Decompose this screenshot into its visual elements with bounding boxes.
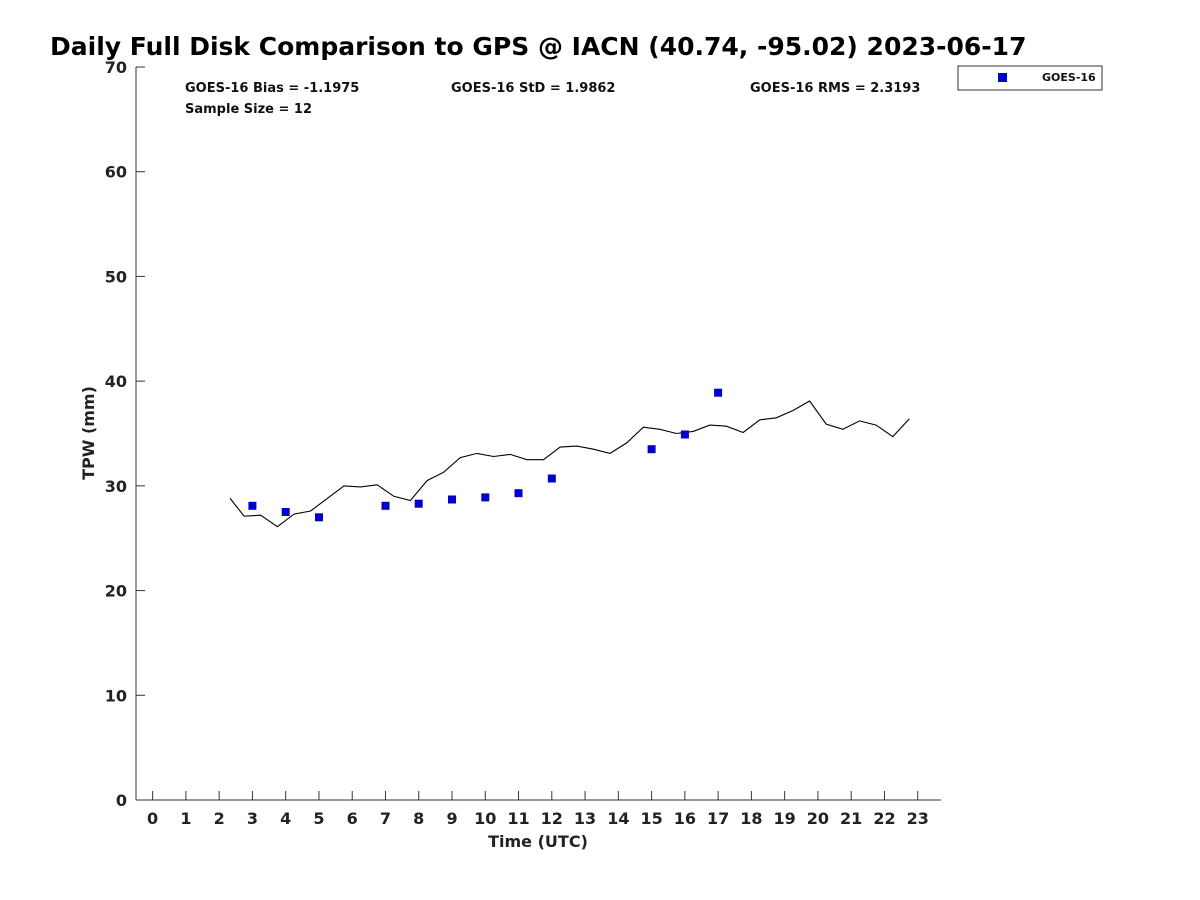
x-tick-label-13: 13 <box>574 809 596 828</box>
x-tick-label-21: 21 <box>840 809 862 828</box>
x-tick-label-15: 15 <box>640 809 662 828</box>
x-tick-label-1: 1 <box>180 809 191 828</box>
y-tick-label-0: 0 <box>116 791 127 810</box>
x-tick-label-4: 4 <box>280 809 291 828</box>
legend-label-goes16: GOES-16 <box>1042 71 1096 84</box>
y-tick-label-30: 30 <box>105 477 127 496</box>
goes16-point <box>714 388 723 397</box>
x-tick-label-18: 18 <box>740 809 762 828</box>
y-axis-label: TPW (mm) <box>79 386 98 480</box>
y-tick-label-10: 10 <box>105 686 127 705</box>
goes16-point <box>481 493 490 502</box>
x-ticks: 0 1 2 3 4 5 6 7 8 9 10 11 12 13 14 15 16 17 18 19 20 21 22 23 <box>147 791 929 828</box>
goes16-point <box>547 474 556 483</box>
x-tick-label-10: 10 <box>474 809 496 828</box>
x-tick-label-6: 6 <box>347 809 358 828</box>
goes16-point <box>248 501 257 510</box>
x-tick-label-11: 11 <box>507 809 529 828</box>
x-tick-label-14: 14 <box>607 809 629 828</box>
y-tick-label-70: 70 <box>105 58 127 77</box>
goes16-point <box>281 508 290 516</box>
x-axis-label: Time (UTC) <box>488 832 588 851</box>
goes16-point <box>448 495 456 504</box>
goes16-point <box>514 489 523 498</box>
x-tick-label-5: 5 <box>313 809 324 828</box>
legend: GOES-16 <box>957 65 1103 91</box>
legend-box <box>957 65 1103 91</box>
y-ticks: 0 10 20 30 40 50 60 70 <box>105 58 145 810</box>
goes16-scatter-series <box>248 388 723 522</box>
x-tick-label-17: 17 <box>707 809 729 828</box>
y-tick-label-20: 20 <box>105 582 127 601</box>
x-tick-label-19: 19 <box>774 809 796 828</box>
x-tick-label-9: 9 <box>446 809 457 828</box>
y-tick-label-40: 40 <box>105 372 127 391</box>
x-tick-label-7: 7 <box>380 809 391 828</box>
y-tick-label-60: 60 <box>105 163 127 182</box>
x-tick-label-22: 22 <box>873 809 895 828</box>
x-tick-label-16: 16 <box>674 809 696 828</box>
x-tick-label-0: 0 <box>147 809 158 828</box>
gps-line <box>229 400 910 528</box>
x-tick-label-2: 2 <box>214 809 225 828</box>
stat-std: GOES-16 StD = 1.9862 <box>451 81 615 96</box>
x-tick-label-8: 8 <box>413 809 424 828</box>
gps-line-series <box>229 400 910 528</box>
goes16-point <box>315 513 323 522</box>
goes16-point <box>381 501 390 510</box>
x-tick-label-3: 3 <box>247 809 258 828</box>
chart-title: Daily Full Disk Comparison to GPS @ IACN… <box>50 32 1026 61</box>
x-tick-label-23: 23 <box>907 809 929 828</box>
goes16-point <box>680 430 689 439</box>
plot-area <box>135 67 941 801</box>
stat-bias: GOES-16 Bias = -1.1975 <box>185 81 359 96</box>
goes16-point <box>647 445 656 454</box>
y-tick-label-50: 50 <box>105 267 127 286</box>
x-tick-label-12: 12 <box>541 809 563 828</box>
stat-rms: GOES-16 RMS = 2.3193 <box>750 81 920 96</box>
x-tick-label-20: 20 <box>807 809 829 828</box>
legend-square-icon <box>998 73 1007 82</box>
goes16-point <box>414 499 423 508</box>
stat-sample-size: Sample Size = 12 <box>185 102 312 117</box>
